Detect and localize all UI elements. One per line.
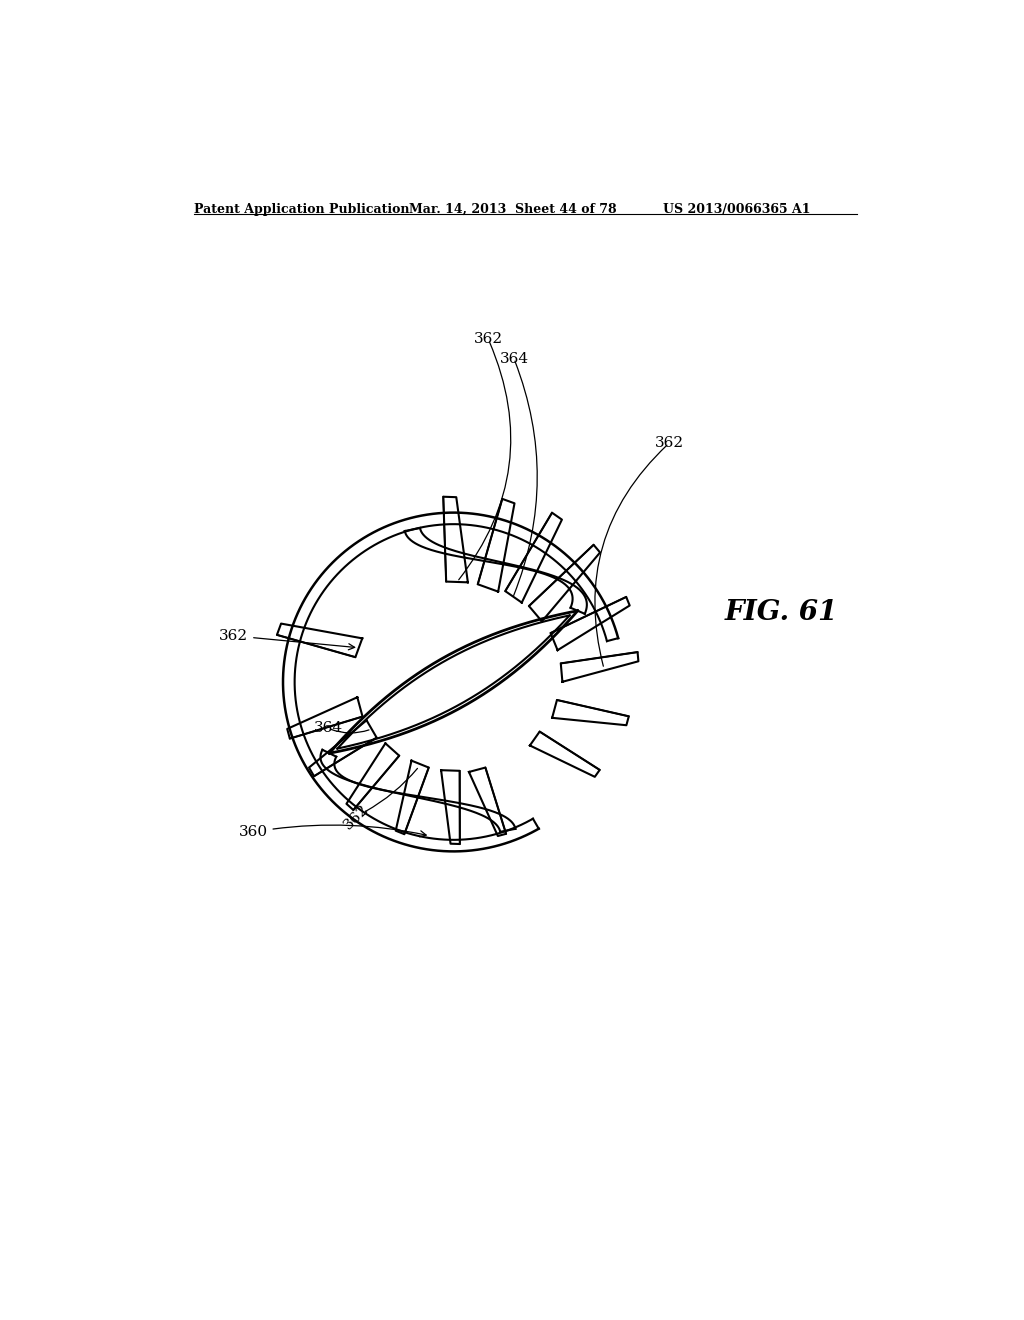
- Text: 362: 362: [654, 437, 683, 450]
- Text: 360: 360: [239, 825, 426, 840]
- Text: US 2013/0066365 A1: US 2013/0066365 A1: [663, 203, 810, 216]
- Text: 362: 362: [341, 801, 372, 832]
- Text: 364: 364: [500, 351, 528, 366]
- Text: 362: 362: [474, 333, 503, 346]
- Text: FIG. 61: FIG. 61: [725, 599, 838, 626]
- Text: 364: 364: [313, 721, 342, 735]
- Text: Mar. 14, 2013  Sheet 44 of 78: Mar. 14, 2013 Sheet 44 of 78: [409, 203, 616, 216]
- Text: Patent Application Publication: Patent Application Publication: [194, 203, 410, 216]
- Text: 362: 362: [219, 628, 354, 649]
